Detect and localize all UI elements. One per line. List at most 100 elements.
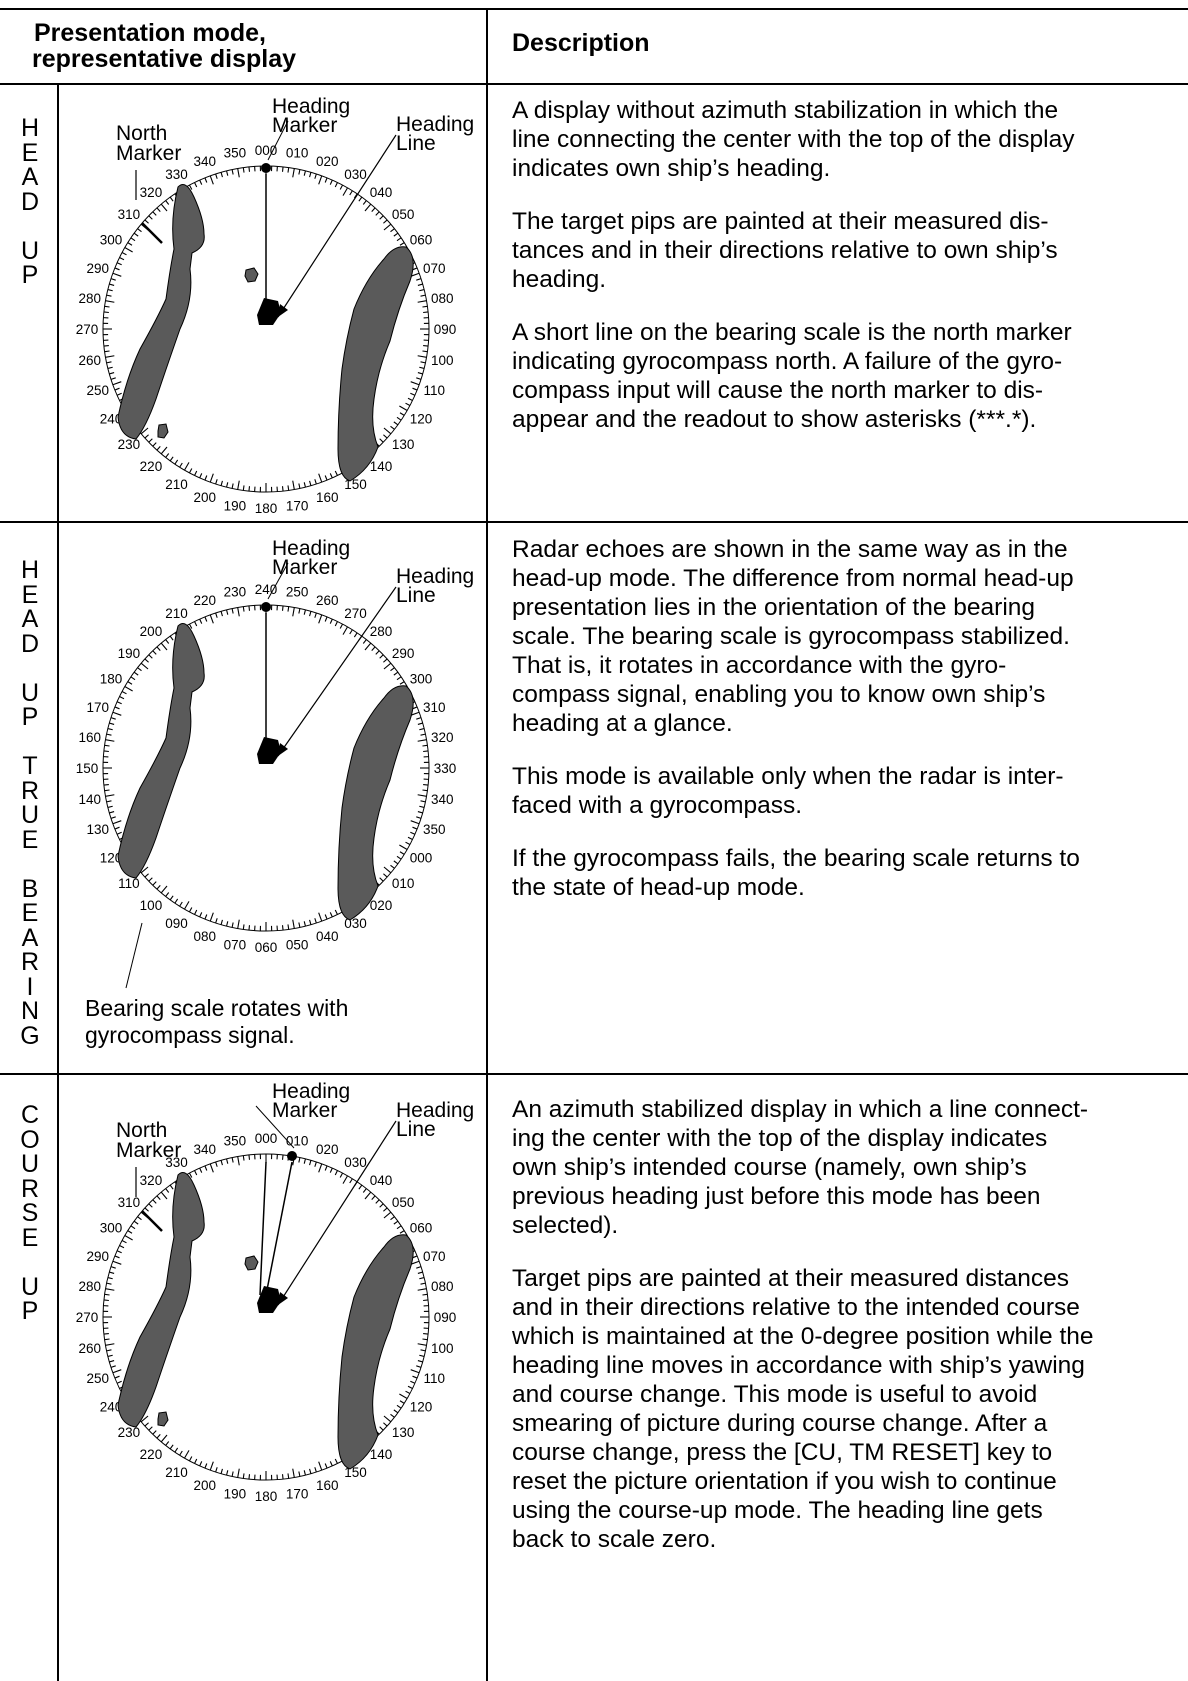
scale-tick: [156, 1434, 161, 1439]
scale-tick: [112, 820, 122, 825]
scale-tick: [116, 392, 122, 396]
scale-tick: [226, 1158, 229, 1164]
heading-marker-label: Heading Marker: [272, 95, 350, 137]
scale-tick: [199, 179, 203, 185]
scale-tick: [416, 1266, 422, 1269]
scale-tick: [156, 207, 161, 212]
scale-tick: [393, 1220, 399, 1225]
scale-tick: [160, 642, 168, 651]
scale-tick: [248, 1154, 251, 1160]
tick-label: 320: [140, 185, 163, 200]
scale-tick: [174, 898, 179, 904]
scale-tick: [148, 215, 153, 220]
scale-tick: [383, 1415, 392, 1423]
scale-tick: [329, 618, 333, 624]
scale-tick: [390, 425, 395, 430]
scale-tick: [242, 1155, 245, 1161]
scale-tick: [124, 1235, 133, 1241]
landmass-east: [337, 246, 414, 482]
scale-tick: [116, 1380, 122, 1384]
scale-tick: [422, 1338, 428, 1341]
tick-label: 290: [87, 261, 110, 276]
tick-label: 230: [118, 437, 141, 452]
scale-tick: [220, 480, 223, 486]
scale-tick: [298, 1157, 301, 1163]
scale-tick: [107, 366, 113, 369]
heading-marker-dot: [261, 163, 271, 173]
heading-marker-dot: [261, 602, 271, 612]
scale-tick: [152, 1199, 157, 1204]
tick-label: 350: [224, 146, 247, 161]
scale-tick: [114, 1255, 120, 1259]
scale-tick: [237, 1156, 240, 1166]
scale-tick: [358, 196, 363, 202]
tick-label: 020: [316, 1142, 339, 1157]
scale-tick: [314, 612, 317, 618]
tick-label: 090: [165, 916, 188, 931]
scale-tick: [248, 166, 251, 172]
scale-tick: [194, 182, 198, 188]
landmass-east: [337, 1234, 414, 1470]
paragraph: Radar echoes are shown in the same way a…: [512, 536, 1074, 737]
scale-tick: [107, 805, 113, 808]
scale-tick: [334, 909, 338, 915]
scale-tick: [393, 860, 399, 865]
tick-label: 230: [224, 585, 247, 600]
scale-tick: [188, 1456, 193, 1462]
scale-tick: [303, 1470, 306, 1476]
mode-label-head-up-true-bearing: H E A D U P T R U E B E A R I N G: [20, 556, 40, 1050]
scale-tick: [148, 438, 153, 443]
mode-label-course-up: C O U R S E U P: [20, 1101, 40, 1325]
scale-tick: [137, 1216, 142, 1221]
scale-tick: [379, 215, 384, 220]
scale-tick: [237, 919, 240, 929]
scale-tick: [220, 1468, 223, 1474]
scale-tick: [309, 919, 312, 925]
scale-tick: [156, 446, 161, 451]
scale-tick: [103, 311, 109, 314]
tick-label: 110: [423, 383, 445, 398]
scale-tick: [116, 1250, 122, 1254]
scale-tick: [242, 924, 245, 930]
scale-tick: [130, 1225, 136, 1230]
scale-tick: [383, 662, 392, 670]
header-line-2: representative display: [32, 45, 297, 73]
tick-label: 090: [434, 322, 457, 337]
scale-tick: [144, 1422, 149, 1427]
scale-tick: [419, 728, 425, 731]
scale-tick: [405, 841, 411, 846]
scale-tick: [349, 629, 353, 635]
tick-label: 030: [344, 1155, 367, 1170]
scale-tick: [379, 654, 384, 659]
paragraph: A short line on the bearing scale is the…: [512, 319, 1072, 433]
tick-label: 220: [140, 459, 163, 474]
scale-tick: [248, 1474, 251, 1480]
scale-tick: [133, 671, 139, 676]
tick-label: 160: [316, 1478, 339, 1493]
heading-line-label: Heading Line: [396, 1099, 474, 1141]
tick-label: 200: [140, 624, 163, 639]
tick-label: 280: [78, 291, 101, 306]
scale-tick: [130, 237, 136, 242]
scale-tick: [399, 1230, 405, 1234]
scale-tick: [179, 1450, 183, 1456]
scale-tick: [226, 482, 229, 488]
tick-label: 120: [100, 851, 123, 866]
north-marker-label: North Marker: [116, 122, 181, 165]
scale-tick: [303, 170, 306, 176]
scale-tick: [324, 1463, 328, 1469]
heading-line-pointer: [277, 586, 397, 757]
scale-tick: [121, 690, 127, 695]
scale-tick: [110, 816, 116, 819]
scale-tick: [298, 483, 301, 489]
scale-tick: [303, 609, 306, 615]
scale-tick: [209, 175, 214, 185]
scale-tick: [364, 1191, 372, 1200]
tick-label: 300: [410, 672, 433, 687]
tick-label: 120: [410, 412, 433, 427]
scale-tick: [420, 294, 426, 297]
scale-tick: [417, 1360, 423, 1363]
scale-tick: [383, 866, 392, 874]
scale-tick: [220, 172, 223, 178]
scale-tick: [237, 168, 240, 178]
